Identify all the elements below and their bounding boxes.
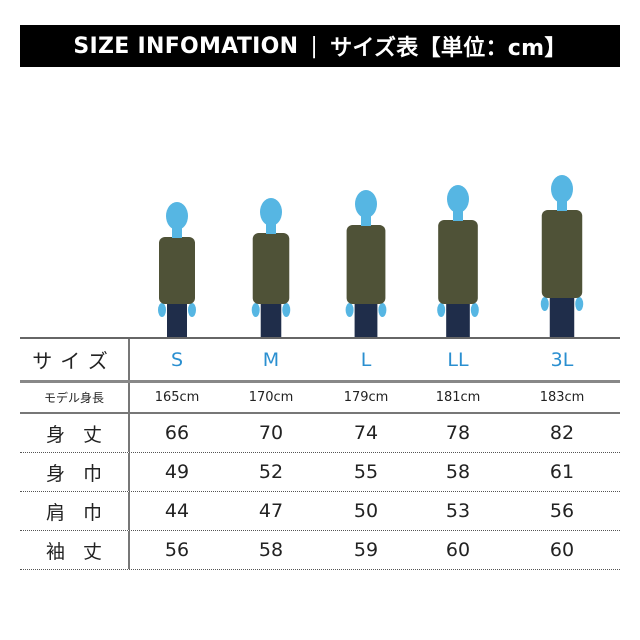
table-cell: 181cm [435,390,481,405]
jeans [446,300,470,338]
model-height-label: モデル身長 [20,383,130,412]
table-cell: 59 [353,539,379,561]
head [447,185,469,213]
table-cell: 78 [445,422,471,444]
size-row: サイズ S M L LL 3L [20,337,620,383]
table-cell: 70 [258,422,284,444]
hand-left [345,303,354,317]
banner-title: SIZE INFOMATION [73,33,299,59]
table-cell: 170cm [248,390,294,405]
banner-subtitle: サイズ表【単位：cm】 [330,36,567,61]
banner-separator: | [310,33,319,59]
model-figure [345,190,387,338]
table-cell: 52 [258,461,284,483]
title-banner: SIZE INFOMATION | サイズ表【単位：cm】 [20,25,620,67]
size-label: LL [447,348,469,371]
model-figure [251,198,291,338]
shirt [252,233,290,304]
model-figure [540,175,584,338]
shirt [346,225,386,304]
shirt [541,210,583,298]
hand-left [540,297,549,311]
row-label: 袖丈 [20,531,130,569]
model-figure [158,202,196,338]
model-height-row: モデル身長 165cm 170cm 179cm 181cm 183cm [20,383,620,414]
size-label: L [360,348,372,371]
table-cell: 179cm [343,390,389,405]
neck [361,213,371,226]
table-cell: 56 [549,500,575,522]
head [355,190,377,218]
table-cell: 82 [549,422,575,444]
shirt [438,220,478,304]
shirt [159,237,195,304]
head [260,198,282,226]
table-cell: 56 [164,539,190,561]
table-cell: 66 [164,422,190,444]
table-cell: 47 [258,500,284,522]
model-figure [437,185,479,338]
size-row-label: サイズ [20,339,130,380]
table-cell: 50 [353,500,379,522]
size-label: S [170,348,184,371]
table-row: 肩巾 44 47 50 53 56 [20,492,620,531]
table-cell: 61 [549,461,575,483]
size-table: サイズ S M L LL 3L モデル身長 165cm 170cm 179cm 181cm 18… [20,337,620,570]
table-cell: 74 [353,422,379,444]
table-cell: 55 [353,461,379,483]
neck [453,208,463,221]
hand-right [470,303,479,317]
row-label: 身丈 [20,414,130,452]
neck [266,221,276,234]
neck [172,225,182,238]
table-cell: 53 [445,500,471,522]
table-row: 身丈 66 70 74 78 82 [20,414,620,453]
table-cell: 60 [445,539,471,561]
hand-right [188,303,196,317]
table-row: 身巾 49 52 55 58 61 [20,453,620,492]
row-label: 身巾 [20,453,130,491]
hand-right [378,303,387,317]
table-cell: 44 [164,500,190,522]
neck [557,198,567,211]
hand-left [251,303,260,317]
table-cell: 58 [445,461,471,483]
jeans [167,300,187,338]
table-row: 袖丈 56 58 59 60 60 [20,531,620,570]
hand-left [158,303,166,317]
hand-left [437,303,446,317]
jeans [354,300,378,338]
size-label: 3L [550,348,574,371]
jeans [260,300,282,338]
model-photos [158,175,584,338]
table-cell: 60 [549,539,575,561]
table-cell: 183cm [539,390,585,405]
table-cell: 58 [258,539,284,561]
head [551,175,573,203]
table-cell: 49 [164,461,190,483]
jeans [549,294,575,338]
head [166,202,188,230]
size-label: M [262,348,280,371]
table-cell: 165cm [154,390,200,405]
hand-right [575,297,584,311]
row-label: 肩巾 [20,492,130,530]
hand-right [282,303,291,317]
